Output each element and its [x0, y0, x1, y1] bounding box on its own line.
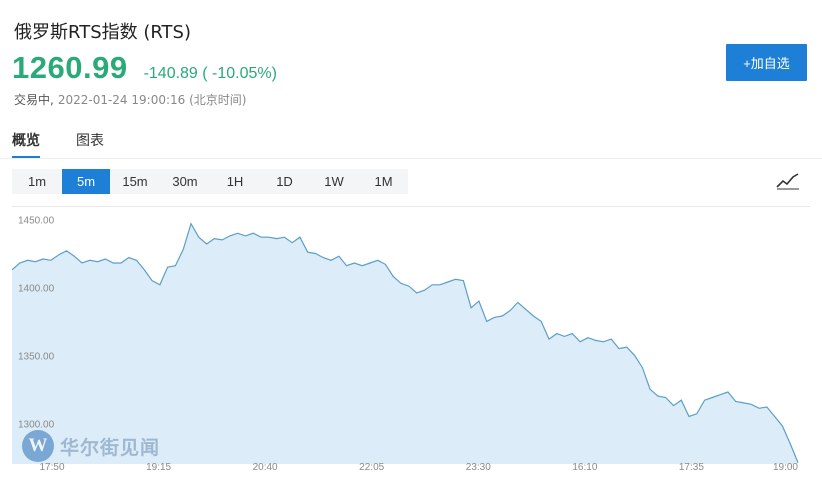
- tab-overview[interactable]: 概览: [12, 130, 40, 158]
- y-tick-label: 1300.00: [18, 419, 55, 430]
- interval-5m[interactable]: 5m: [62, 169, 110, 194]
- y-tick-label: 1400.00: [18, 284, 55, 295]
- interval-1m[interactable]: 1m: [27, 174, 47, 189]
- x-tick-label: 19:15: [146, 462, 171, 473]
- trading-status-label: 交易中,: [14, 93, 54, 107]
- price-change: -140.89 ( -10.05%): [143, 65, 277, 82]
- y-tick-label: 1350.00: [18, 351, 55, 362]
- x-tick-label: 17:50: [39, 462, 64, 473]
- interval-15m[interactable]: 15m: [122, 174, 148, 189]
- price-row: 1260.99 -140.89 ( -10.05%): [12, 50, 277, 86]
- watermark-text: 华尔街见闻: [60, 436, 161, 459]
- price-line: [12, 222, 799, 463]
- x-tick-label: 17:35: [679, 462, 704, 473]
- x-tick-label: 20:40: [253, 462, 278, 473]
- current-price: 1260.99: [12, 50, 128, 85]
- interval-1h[interactable]: 1H: [226, 174, 244, 189]
- add-to-watchlist-button[interactable]: +加自选: [726, 44, 807, 81]
- price-chart: 1450.00 1400.00 1350.00 1300.00 17:50 19:15 20…: [12, 206, 810, 478]
- interval-selector: 1m 5m 15m 30m 1H 1D 1W 1M: [12, 169, 408, 194]
- page-title: 俄罗斯RTS指数 (RTS): [14, 22, 192, 43]
- timestamp: 2022-01-24 19:00:16 (北京时间): [57, 93, 247, 107]
- interval-1d[interactable]: 1D: [276, 174, 293, 189]
- wallstreetcn-logo-icon: W: [22, 430, 54, 462]
- tab-chart[interactable]: 图表: [76, 133, 104, 149]
- tab-divider: [0, 158, 822, 159]
- view-tabs: 概览 图表: [12, 130, 140, 158]
- x-tick-label: 23:30: [466, 462, 491, 473]
- x-tick-label: 19:00: [773, 462, 798, 473]
- interval-1w[interactable]: 1W: [324, 174, 344, 189]
- interval-1mo[interactable]: 1M: [374, 174, 393, 189]
- trend-line-icon[interactable]: [776, 172, 800, 190]
- x-tick-label: 22:05: [359, 462, 384, 473]
- y-tick-label: 1450.00: [18, 216, 55, 227]
- trading-status: 交易中, 2022-01-24 19:00:16 (北京时间): [14, 91, 246, 108]
- x-tick-label: 16:10: [572, 462, 597, 473]
- watermark: W 华尔街见闻: [22, 430, 160, 462]
- interval-30m[interactable]: 30m: [172, 174, 198, 189]
- price-area: [12, 223, 798, 464]
